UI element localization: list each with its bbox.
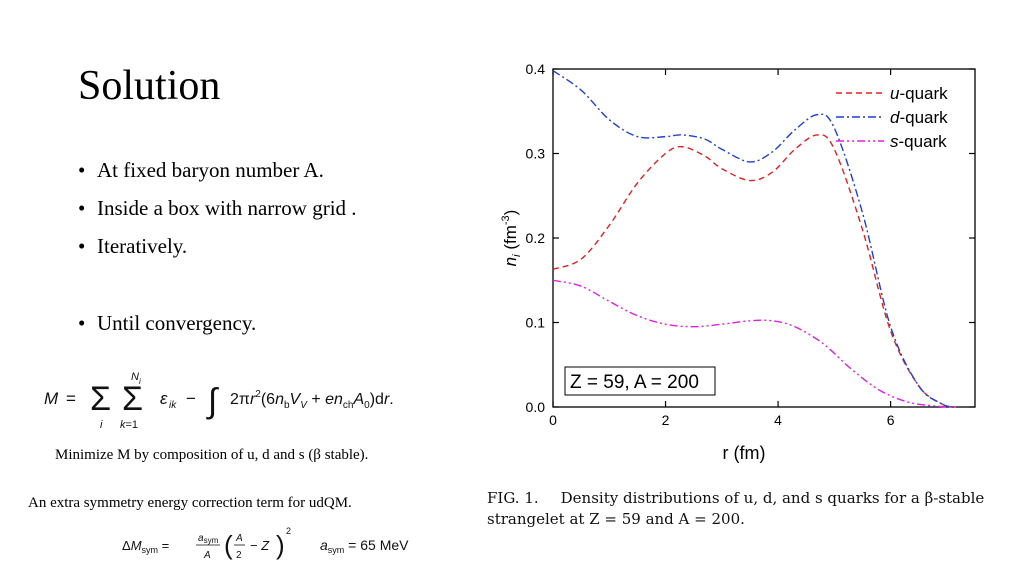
svg-text:A: A xyxy=(203,550,211,561)
svg-text:ε: ε xyxy=(160,389,168,408)
svg-text:i: i xyxy=(139,377,141,386)
legend-label: d-quark xyxy=(890,108,948,127)
x-tick-label: 0 xyxy=(549,412,557,428)
svg-text:A: A xyxy=(235,533,243,544)
svg-text:asym = 65 MeV: asym = 65 MeV xyxy=(320,537,409,555)
svg-text:M: M xyxy=(44,389,59,408)
svg-text:Σ: Σ xyxy=(122,380,143,418)
bullet-item: • At fixed baryon number A. xyxy=(78,158,324,183)
svg-text:ik: ik xyxy=(169,400,177,411)
x-tick-label: 4 xyxy=(774,412,782,428)
figure-caption: FIG. 1. Density distributions of u, d, an… xyxy=(487,488,987,530)
svg-text:=: = xyxy=(66,389,76,408)
x-tick-label: 2 xyxy=(662,412,670,428)
series-line-d-quark xyxy=(552,70,953,408)
caption-lead: FIG. 1. xyxy=(487,489,539,507)
svg-text:N: N xyxy=(131,371,139,383)
svg-text:asym: asym xyxy=(198,533,219,545)
bullet-dot-icon: • xyxy=(78,311,86,335)
caption-text: Density distributions of u, d, and s qua… xyxy=(487,489,985,528)
svg-text:k=1: k=1 xyxy=(120,419,138,431)
svg-text:2: 2 xyxy=(286,526,291,536)
svg-text:i: i xyxy=(100,419,103,431)
svg-text:− Z: − Z xyxy=(250,538,270,553)
x-tick-label: 6 xyxy=(887,412,895,428)
symmetry-equation: ΔMsym = asym A ( A 2 − Z ) 2 asym = 65 M… xyxy=(122,526,409,561)
bullet-item: • Until convergency. xyxy=(78,311,256,336)
bullet-dot-icon: • xyxy=(78,158,86,182)
svg-text:−: − xyxy=(186,389,196,408)
bullet-text: Inside a box with narrow grid . xyxy=(97,196,357,220)
svg-text:2πr2(6nbVV + enchA0)dr.: 2πr2(6nbVV + enchA0)dr. xyxy=(230,389,394,411)
y-tick-label: 0.0 xyxy=(526,399,546,415)
bullet-item: • Iteratively. xyxy=(78,234,187,259)
svg-text:(: ( xyxy=(224,530,233,560)
svg-text:∫: ∫ xyxy=(206,382,219,420)
bullet-item: • Inside a box with narrow grid . xyxy=(78,196,357,221)
svg-text:ΔMsym =: ΔMsym = xyxy=(122,538,169,555)
bullet-dot-icon: • xyxy=(78,196,86,220)
bullet-text: Until convergency. xyxy=(97,311,257,335)
x-axis-label: r (fm) xyxy=(723,443,766,463)
y-tick-label: 0.2 xyxy=(526,230,546,246)
svg-text:): ) xyxy=(276,530,285,560)
series-line-s-quark xyxy=(552,279,959,408)
series-line-u-quark xyxy=(552,134,953,408)
density-chart: 0 2 4 6 0.0 0.1 0.2 0.3 0.4 r (fm) ni (fm-3) u-q… xyxy=(500,61,976,463)
legend-label: s-quark xyxy=(890,132,947,151)
svg-text:ni (fm-3): ni (fm-3) xyxy=(500,210,523,267)
legend: u-quark d-quark s-quark xyxy=(836,84,948,151)
y-axis-label: ni (fm-3) xyxy=(500,210,523,267)
svg-text:2: 2 xyxy=(236,550,242,561)
legend-label: u-quark xyxy=(890,84,948,103)
symmetry-note: An extra symmetry energy correction term… xyxy=(28,495,352,511)
y-tick-label: 0.4 xyxy=(526,61,546,77)
svg-text:Σ: Σ xyxy=(90,380,111,418)
bullet-text: Iteratively. xyxy=(97,234,188,258)
y-tick-label: 0.3 xyxy=(526,146,546,162)
slide-title: Solution xyxy=(78,63,221,109)
energy-equation: M = Σ i Σ N i k=1 ε ik − ∫ 2πr2(6nbVV + … xyxy=(44,371,394,431)
bullet-text: At fixed baryon number A. xyxy=(97,158,324,182)
bullet-dot-icon: • xyxy=(78,234,86,258)
minimize-note: Minimize M by composition of u, d and s … xyxy=(55,447,369,463)
annotation-box: Z = 59, A = 200 xyxy=(564,366,716,396)
y-tick-label: 0.1 xyxy=(526,315,546,331)
annotation-text: Z = 59, A = 200 xyxy=(570,372,699,393)
